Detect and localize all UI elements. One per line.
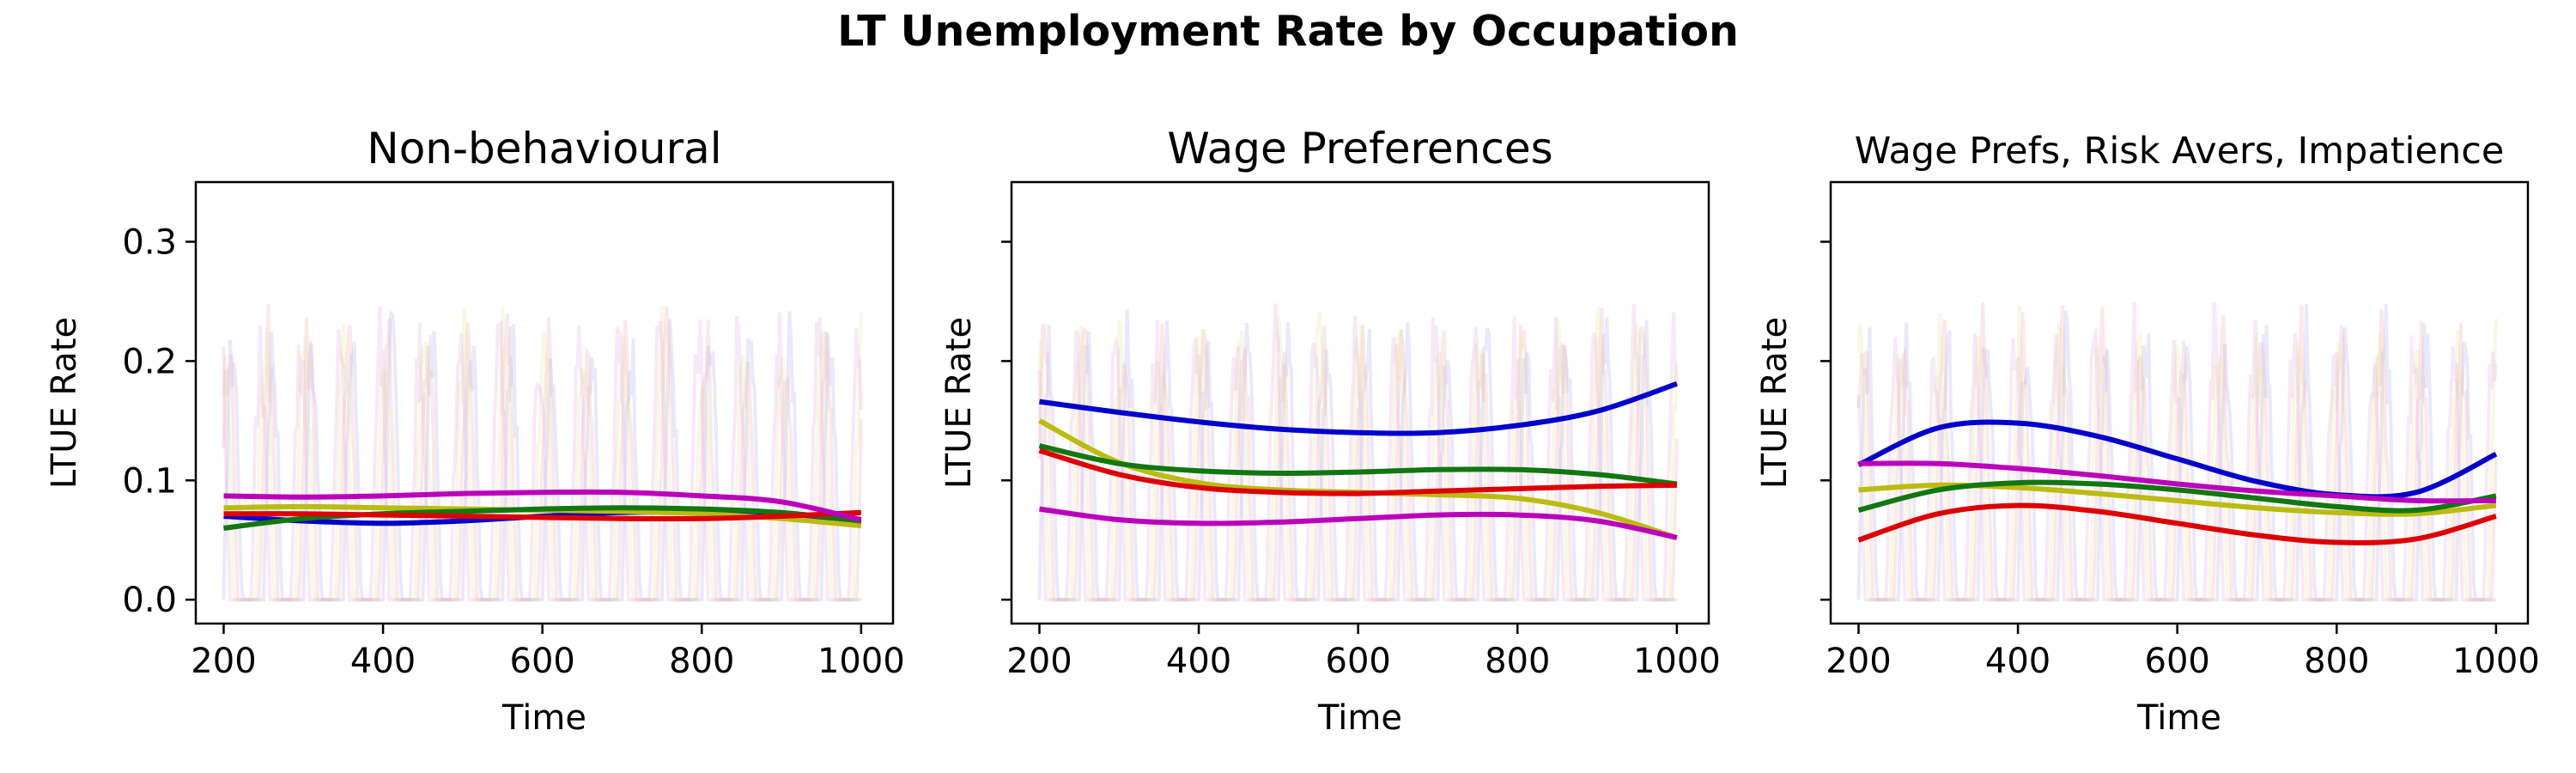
- axes-frame: [1010, 180, 1710, 625]
- axes-frame: [1829, 180, 2530, 625]
- x-tick-label: 1000: [1633, 642, 1721, 681]
- series-line-4: [1038, 447, 1677, 496]
- x-axis-label: Time: [1317, 698, 1402, 738]
- background-trace: [222, 306, 863, 602]
- subplot-title: Wage Prefs, Risk Avers, Impatience: [1855, 130, 2505, 173]
- y-tick-label: 0.1: [122, 461, 177, 501]
- x-tick-label: 600: [510, 642, 575, 681]
- x-tick-label: 400: [1166, 642, 1231, 681]
- x-tick-label: 200: [191, 642, 256, 681]
- background-trace: [222, 310, 861, 602]
- series-line-5: [223, 489, 862, 523]
- background-trace: [1856, 301, 2498, 602]
- background-trace: [222, 306, 863, 602]
- y-tick-label: 0.2: [122, 342, 177, 381]
- background-trace: [1037, 308, 1677, 602]
- x-axis-label: Time: [2136, 698, 2221, 738]
- x-tick-label: 600: [2145, 642, 2210, 681]
- series-line-3: [223, 505, 862, 531]
- background-trace: [1037, 307, 1679, 602]
- plot-area: [1037, 303, 1679, 602]
- background-trace: [1856, 303, 2496, 602]
- x-tick-label: 200: [1826, 642, 1891, 681]
- subplot-3: Wage Prefs, Risk Avers, Impatience 200 400…: [1755, 130, 2540, 738]
- x-tick-label: 800: [1485, 642, 1550, 681]
- series-line-4: [1857, 502, 2497, 545]
- x-tick-label: 400: [1985, 642, 2050, 681]
- y-axis-label: LTUE Rate: [939, 317, 979, 489]
- background-trace: [1856, 302, 2498, 602]
- figure-title: LT Unemployment Rate by Occupation: [837, 7, 1739, 56]
- series-line-1: [1039, 380, 1678, 436]
- x-tick-label: 800: [669, 642, 734, 681]
- series-line-5: [1858, 460, 2496, 504]
- series-line-1: [1857, 419, 2498, 500]
- series-line-3: [1857, 479, 2497, 514]
- subplot-title: Non-behavioural: [367, 124, 721, 173]
- background-trace: [222, 303, 863, 602]
- y-tick-label: 0.0: [122, 581, 177, 620]
- background-trace: [1856, 305, 2498, 602]
- y-axis-label: LTUE Rate: [45, 317, 84, 489]
- x-tick-label: 800: [2304, 642, 2369, 681]
- plot-area: [1856, 301, 2498, 602]
- plot-area: [222, 303, 863, 602]
- x-tick-label: 1000: [817, 642, 905, 681]
- subplot-1: Non-behavioural 200 400 600 800 1000 0.0 0.1 0.2…: [45, 124, 905, 738]
- y-tick-label: 0.3: [122, 222, 177, 262]
- axes-frame: [194, 180, 895, 625]
- y-axis-label: LTUE Rate: [1755, 317, 1795, 489]
- background-trace: [1037, 303, 1679, 602]
- series-line-5: [1039, 506, 1678, 540]
- x-tick-label: 1000: [2452, 642, 2540, 681]
- x-tick-label: 200: [1006, 642, 1072, 681]
- x-tick-label: 400: [350, 642, 416, 681]
- x-tick-label: 600: [1326, 642, 1391, 681]
- subplot-title: Wage Preferences: [1167, 124, 1552, 173]
- subplot-2: Wage Preferences 200 400 600 800 1000 Time LTUE…: [939, 124, 1721, 738]
- series-line-4: [223, 509, 862, 522]
- background-trace: [1037, 306, 1679, 602]
- x-axis-label: Time: [501, 698, 586, 738]
- series-line-3: [1038, 443, 1678, 487]
